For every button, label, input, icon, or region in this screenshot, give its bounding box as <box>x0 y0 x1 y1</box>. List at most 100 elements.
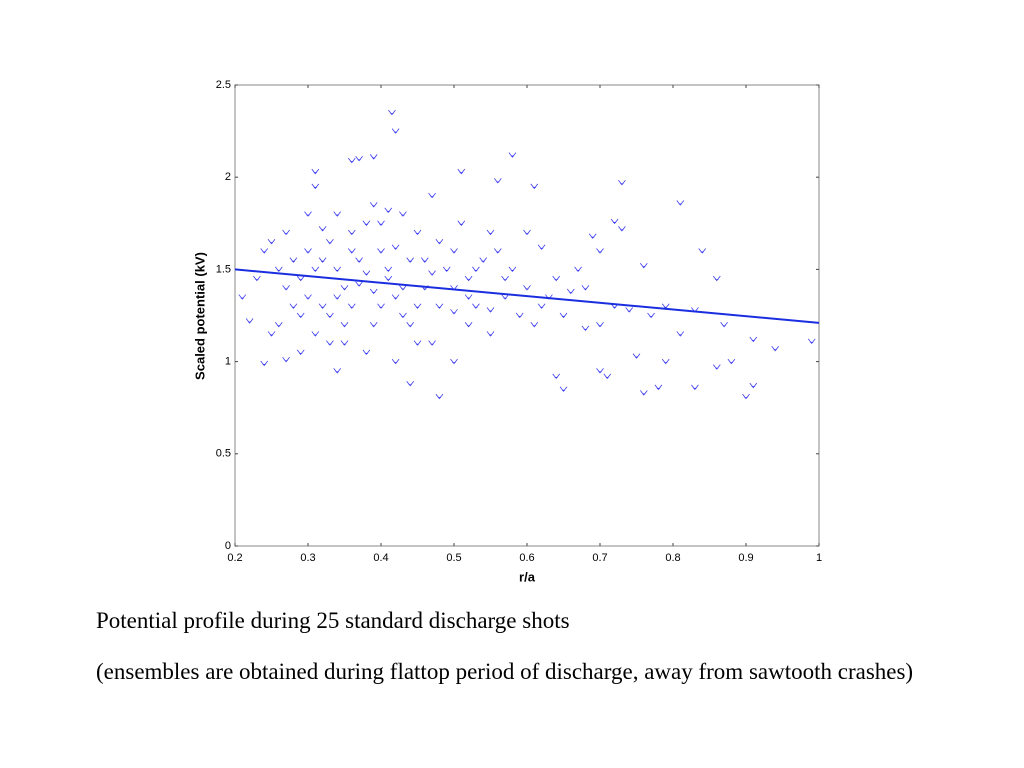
scatter-point <box>428 192 436 199</box>
scatter-point <box>501 294 509 300</box>
scatter-point <box>282 229 290 236</box>
scatter-point <box>413 303 422 309</box>
scatter-point <box>486 331 495 337</box>
scatter-point <box>340 321 349 328</box>
scatter-point <box>260 248 269 254</box>
x-tick-label: 0.7 <box>592 552 607 564</box>
scatter-point <box>698 248 707 254</box>
scatter-point <box>566 288 575 295</box>
scatter-point <box>559 312 568 319</box>
scatter-point <box>355 281 363 287</box>
scatter-point <box>596 248 604 254</box>
scatter-point <box>318 257 327 263</box>
scatter-point <box>537 303 546 309</box>
scatter-point <box>450 309 458 315</box>
scatter-point <box>304 248 312 254</box>
scatter-point <box>501 275 509 282</box>
scatter-point <box>406 321 415 328</box>
x-tick-label: 0.4 <box>373 552 388 564</box>
scatter-point <box>771 345 780 352</box>
scatter-point <box>537 244 546 250</box>
scatter-point <box>289 303 298 309</box>
scatter-point <box>428 270 436 276</box>
scatter-point <box>347 248 356 254</box>
scatter-point <box>318 226 327 232</box>
scatter-point <box>384 207 393 214</box>
scatter-point <box>377 248 385 254</box>
scatter-point <box>712 364 721 370</box>
scatter-point <box>727 358 736 365</box>
scatter-point <box>384 275 393 282</box>
x-tick-label: 0.6 <box>519 552 534 564</box>
y-tick-label: 0 <box>225 540 231 552</box>
scatter-point <box>245 318 254 324</box>
scatter-point <box>486 307 495 313</box>
scatter-point <box>647 312 655 319</box>
scatter-point <box>552 275 561 282</box>
scatter-point <box>493 248 502 254</box>
scatter-point <box>596 321 604 328</box>
scatter-point <box>304 211 312 217</box>
scatter-point <box>296 312 305 319</box>
scatter-point <box>435 238 444 245</box>
y-tick-label: 2 <box>225 171 231 183</box>
scatter-point <box>574 266 582 273</box>
scatter-point <box>267 238 276 245</box>
scatter-point <box>435 393 444 400</box>
scatter-point <box>384 266 393 273</box>
scatter-point <box>523 229 531 236</box>
scatter-point <box>720 321 728 328</box>
scatter-point <box>326 340 334 346</box>
scatter-point <box>340 340 349 346</box>
scatter-point <box>632 353 641 359</box>
scatter-point <box>479 257 488 263</box>
x-tick-label: 0.2 <box>227 552 242 564</box>
scatter-point <box>457 168 466 175</box>
scatter-point <box>515 312 524 319</box>
scatter-point <box>340 285 349 291</box>
chart: r/a Scaled potential (kV) 0.2 0.3 0.4 0.5 0.… <box>192 79 822 585</box>
scatter-point <box>581 285 590 291</box>
caption-note: (ensembles are obtained during flattop p… <box>96 659 914 684</box>
scatter-point <box>625 307 634 313</box>
scatter-point <box>807 338 816 344</box>
scatter-point <box>355 156 363 162</box>
scatter-point <box>406 380 415 387</box>
scatter-point <box>333 368 342 374</box>
scatter-point <box>362 270 371 276</box>
scatter-point <box>388 109 396 116</box>
scatter-point <box>450 358 458 365</box>
scatter-point <box>296 349 305 356</box>
scatter-point <box>347 303 356 309</box>
scatter-point <box>369 154 378 160</box>
scatter-point <box>749 336 758 343</box>
scatter-point <box>369 321 378 328</box>
scatter-point <box>289 257 298 263</box>
scatter-point <box>377 220 385 226</box>
scatter-point <box>296 275 305 282</box>
x-tick-label: 0.3 <box>300 552 315 564</box>
scatter-point <box>413 340 422 346</box>
scatter-point <box>333 294 342 300</box>
scatter-point <box>428 340 436 346</box>
scatter-point <box>559 386 568 392</box>
scatter-point <box>464 275 473 282</box>
scatter-point <box>318 303 327 309</box>
scatter-point <box>274 321 283 328</box>
scatter-point <box>464 294 473 300</box>
scatter-point <box>676 331 685 337</box>
scatter-point <box>457 220 466 226</box>
fit-line <box>234 268 820 324</box>
scatter-point <box>691 384 699 391</box>
scatter-point <box>618 179 626 186</box>
y-axis-label: Scaled potential (kV) <box>192 252 207 380</box>
scatter-point <box>369 202 378 208</box>
scatter-point <box>311 183 320 190</box>
scatter-point <box>311 168 320 175</box>
scatter-point <box>442 266 451 273</box>
scatter-point <box>406 257 415 263</box>
scatter-point <box>377 303 385 309</box>
scatter-point <box>450 248 458 254</box>
scatter-point <box>530 183 539 190</box>
